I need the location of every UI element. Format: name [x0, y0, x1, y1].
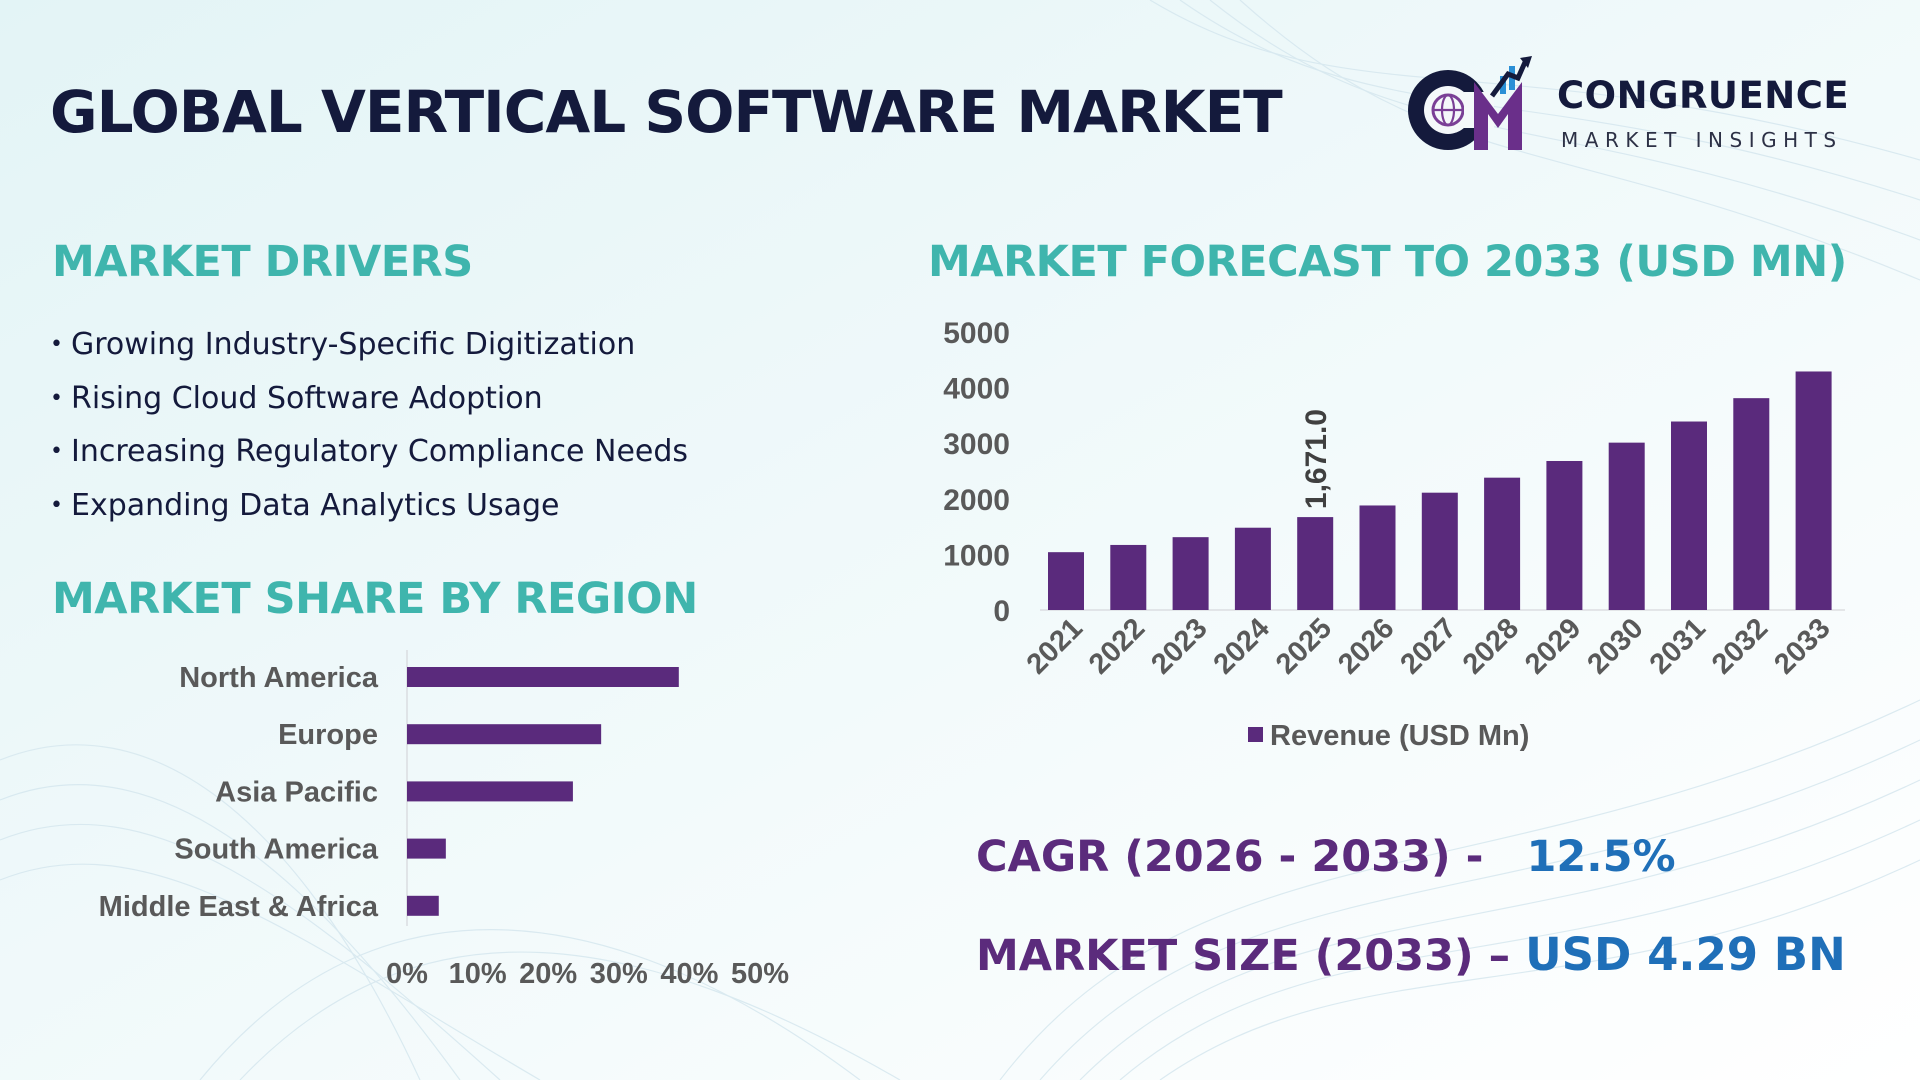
- drivers-title: MARKET DRIVERS: [52, 237, 473, 287]
- region-category-label: Middle East & Africa: [99, 891, 379, 923]
- region-category-label: Europe: [278, 719, 378, 751]
- forecast-y-tick: 4000: [943, 373, 1010, 406]
- region-x-tick: 0%: [386, 958, 428, 990]
- region-category-label: North America: [179, 662, 379, 694]
- region-x-tick: 20%: [519, 958, 577, 990]
- region-title: MARKET SHARE BY REGION: [52, 574, 698, 624]
- forecast-y-tick: 3000: [943, 428, 1010, 461]
- forecast-y-tick: 0: [993, 595, 1010, 628]
- region-x-tick: 50%: [731, 958, 789, 990]
- region-x-tick: 10%: [449, 958, 507, 990]
- market-size-row: MARKET SIZE (2033) – USD 4.29 BN: [976, 928, 1846, 981]
- forecast-bar: [1048, 552, 1084, 610]
- forecast-x-tick: 2022: [1083, 612, 1151, 680]
- region-category-label: South America: [174, 834, 378, 866]
- forecast-x-tick: 2033: [1768, 612, 1836, 680]
- region-x-tick: 30%: [590, 958, 648, 990]
- congruence-logo-icon: [1408, 56, 1532, 150]
- page-title: GLOBAL VERTICAL SOFTWARE MARKET: [50, 78, 1283, 146]
- forecast-x-tick: 2028: [1457, 612, 1525, 680]
- forecast-bar: [1795, 371, 1832, 610]
- forecast-bar: [1608, 442, 1645, 610]
- forecast-y-tick: 2000: [943, 484, 1010, 517]
- forecast-bar: [1297, 517, 1334, 610]
- forecast-bar: [1359, 505, 1396, 610]
- forecast-title: MARKET FORECAST TO 2033 (USD MN): [928, 237, 1847, 287]
- legend-swatch: [1248, 727, 1263, 742]
- forecast-data-label: 1,671.0: [1300, 409, 1333, 509]
- forecast-x-tick: 2031: [1644, 612, 1712, 680]
- logo-name: CONGRUENCE: [1557, 74, 1850, 117]
- forecast-x-tick: 2032: [1706, 612, 1774, 680]
- forecast-x-tick: 2026: [1332, 612, 1400, 680]
- forecast-x-tick: 2030: [1581, 612, 1649, 680]
- forecast-bar: [1546, 460, 1583, 610]
- driver-item: • Growing Industry-Specific Digitization: [50, 327, 636, 362]
- region-x-tick: 40%: [660, 958, 718, 990]
- driver-item: • Rising Cloud Software Adoption: [50, 380, 543, 416]
- region-bar: [407, 838, 446, 859]
- driver-item: • Expanding Data Analytics Usage: [50, 487, 560, 523]
- region-bar: [407, 667, 679, 687]
- legend-label: Revenue (USD Mn): [1270, 720, 1529, 752]
- region-category-label: Asia Pacific: [215, 776, 378, 808]
- logo-tagline: MARKET INSIGHTS: [1561, 128, 1843, 152]
- cagr-label: CAGR (2026 - 2033) -: [976, 832, 1484, 882]
- forecast-x-tick: 2023: [1145, 612, 1213, 680]
- forecast-x-tick: 2027: [1395, 612, 1463, 680]
- cagr-value: 12.5%: [1526, 832, 1676, 882]
- forecast-bar: [1671, 421, 1707, 610]
- forecast-bar: [1421, 492, 1458, 610]
- forecast-bar: [1484, 477, 1521, 610]
- forecast-bar: [1234, 527, 1271, 610]
- region-bar: [407, 781, 573, 802]
- forecast-bar: [1172, 537, 1209, 610]
- forecast-x-tick: 2024: [1208, 612, 1276, 680]
- cagr-row: CAGR (2026 - 2033) - 12.5%: [976, 832, 1676, 882]
- market-size-label: MARKET SIZE (2033) –: [976, 931, 1511, 981]
- drivers-list: • Growing Industry-Specific Digitization …: [50, 322, 688, 536]
- market-size-value: USD 4.29 BN: [1525, 928, 1846, 981]
- company-logo: CONGRUENCE MARKET INSIGHTS: [1400, 52, 1870, 162]
- region-bar: [407, 724, 602, 745]
- forecast-x-tick: 2021: [1021, 612, 1089, 680]
- forecast-x-tick: 2029: [1519, 612, 1587, 680]
- forecast-bar: [1110, 544, 1147, 610]
- region-bar: [407, 895, 439, 916]
- forecast-x-tick: 2025: [1270, 612, 1338, 680]
- region-share-chart: North America Europe Asia Pacific South Ame…: [99, 650, 789, 990]
- driver-item: • Increasing Regulatory Compliance Needs: [50, 434, 689, 469]
- forecast-y-tick: 1000: [943, 539, 1010, 572]
- forecast-y-tick: 5000: [943, 317, 1010, 350]
- forecast-bar: [1733, 398, 1770, 610]
- revenue-forecast-chart: 0100020003000400050002021202220232024202…: [943, 317, 1845, 752]
